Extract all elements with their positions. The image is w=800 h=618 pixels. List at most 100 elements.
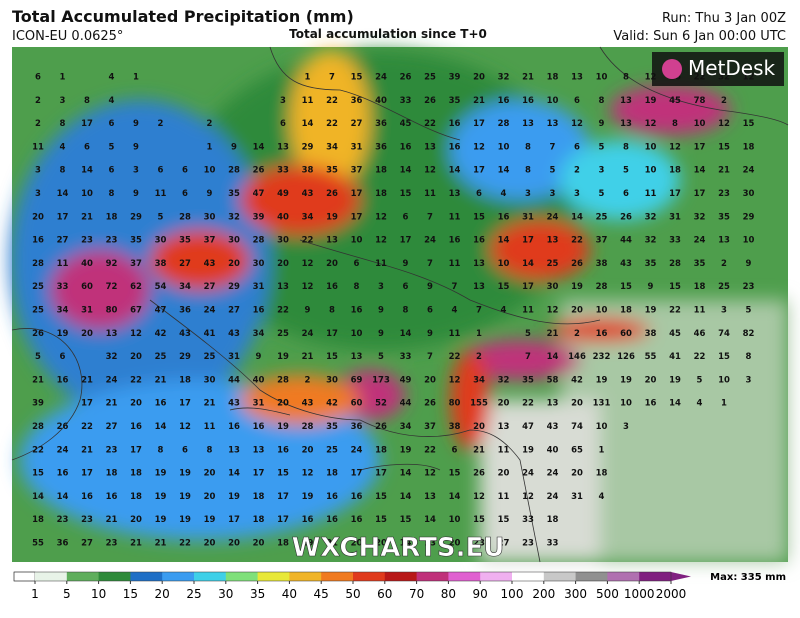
title: Total Accumulated Precipitation (mm)	[12, 7, 354, 26]
map-value: 4	[109, 96, 115, 106]
map-value: 17	[179, 399, 191, 409]
map-value: 13	[547, 399, 559, 409]
map-value: 7	[427, 259, 433, 269]
map-value: 23	[743, 282, 755, 292]
map-value: 19	[302, 539, 314, 549]
colorbar-segment	[448, 572, 481, 581]
map-value: 33	[277, 166, 289, 176]
colorbar-segment	[384, 572, 418, 581]
map-value: 2	[35, 119, 41, 129]
map-value: 24	[547, 469, 559, 479]
map-value: 15	[351, 73, 363, 83]
map-value: 25	[277, 329, 289, 339]
colorbar-label: 45	[314, 587, 329, 601]
map-value: 28	[302, 422, 314, 432]
map-value: 11	[694, 306, 706, 316]
map-value: 15	[400, 515, 412, 525]
map-value: 26	[375, 422, 387, 432]
map-value: 34	[302, 212, 314, 222]
map-value: 173	[372, 375, 390, 385]
map-value: 31	[253, 282, 265, 292]
map-value: 31	[522, 212, 534, 222]
map-value: 52	[375, 399, 387, 409]
map-value: 49	[400, 375, 412, 385]
map-value: 24	[57, 445, 69, 455]
map-value: 33	[57, 282, 69, 292]
map-value: 11	[498, 445, 510, 455]
map-value: 17	[57, 212, 69, 222]
map-value: 8	[354, 282, 360, 292]
map-value: 25	[155, 352, 167, 362]
map-value: 3	[574, 189, 580, 199]
map-value: 15	[400, 189, 412, 199]
map-value: 11	[302, 96, 314, 106]
map-value: 43	[620, 259, 632, 269]
map-value: 34	[326, 142, 338, 152]
map-value: 18	[32, 515, 44, 525]
map-value: 30	[326, 375, 338, 385]
map-value: 18	[743, 142, 755, 152]
colorbar-segment	[480, 572, 513, 581]
map-value: 22	[179, 539, 191, 549]
map-value: 16	[253, 306, 265, 316]
colorbar-segment	[639, 572, 672, 581]
map-value: 16	[498, 96, 510, 106]
map-value: 16	[400, 142, 412, 152]
map-value: 14	[57, 189, 69, 199]
map-value: 33	[400, 96, 412, 106]
map-value: 7	[427, 212, 433, 222]
map-value: 12	[645, 119, 657, 129]
map-value: 21	[718, 166, 730, 176]
map-value: 10	[596, 73, 608, 83]
map-value: 18	[106, 212, 118, 222]
map-value: 40	[277, 212, 289, 222]
map-value: 49	[277, 189, 289, 199]
map-value: 8	[60, 166, 66, 176]
map-value: 44	[400, 399, 412, 409]
map-value: 17	[277, 515, 289, 525]
map-value: 9	[133, 189, 139, 199]
map-value: 2	[574, 329, 580, 339]
map-value: 41	[669, 352, 681, 362]
map-value: 19	[57, 329, 69, 339]
map-value: 17	[694, 189, 706, 199]
map-value: 8	[84, 96, 90, 106]
map-value: 8	[525, 142, 531, 152]
map-value: 13	[106, 329, 118, 339]
map-value: 16	[277, 445, 289, 455]
colorbar-label: 20	[155, 587, 170, 601]
map-value: 10	[743, 236, 755, 246]
map-value: 23	[106, 539, 118, 549]
map-value: 45	[669, 329, 681, 339]
map-value: 5	[746, 306, 752, 316]
map-value: 17	[694, 142, 706, 152]
map-value: 7	[329, 73, 335, 83]
map-value: 13	[498, 422, 510, 432]
map-value: 6	[60, 352, 66, 362]
map-value: 20	[204, 539, 216, 549]
map-value: 12	[375, 212, 387, 222]
map-value: 15	[669, 282, 681, 292]
map-value: 80	[449, 399, 461, 409]
map-value: 24	[106, 375, 118, 385]
map-value: 4	[697, 399, 703, 409]
map-value: 22	[571, 236, 583, 246]
map-value: 19	[522, 445, 534, 455]
map-value: 36	[57, 539, 69, 549]
map-value: 26	[57, 422, 69, 432]
map-value: 9	[648, 282, 654, 292]
map-value: 15	[743, 119, 755, 129]
map-value: 12	[302, 469, 314, 479]
map-value: 22	[424, 445, 436, 455]
colorbar-segment	[66, 572, 100, 581]
map-value: 43	[204, 259, 216, 269]
map-value: 18	[620, 306, 632, 316]
map-value: 16	[351, 492, 363, 502]
map-value: 35	[179, 236, 191, 246]
map-value: 19	[277, 422, 289, 432]
map-value: 62	[130, 282, 142, 292]
map-value: 14	[449, 492, 461, 502]
map-value: 37	[130, 259, 142, 269]
map-value: 14	[400, 539, 412, 549]
map-values: 6141171524262539203221181310812162232122…	[32, 73, 754, 549]
